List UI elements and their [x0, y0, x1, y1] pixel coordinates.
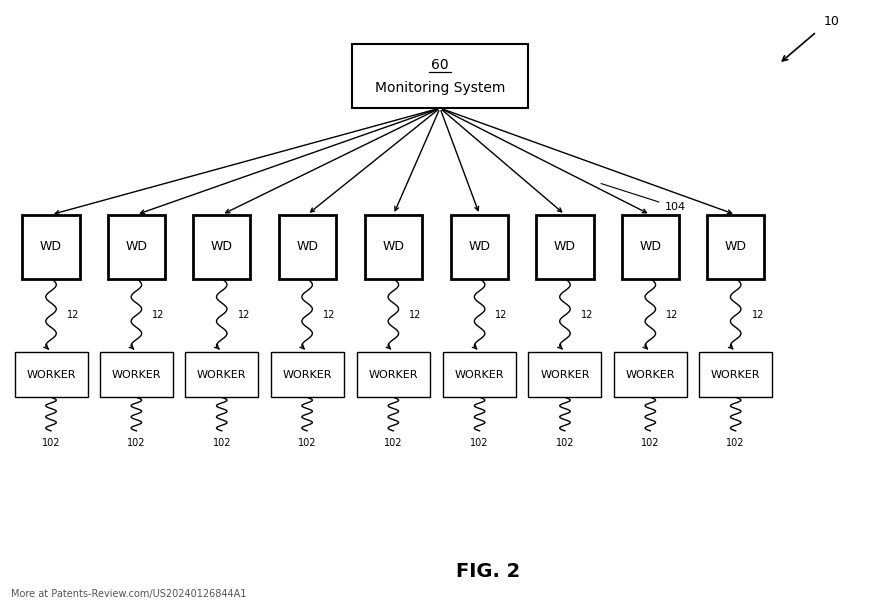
Text: FIG. 2: FIG. 2	[456, 561, 521, 581]
Bar	[23, 215, 80, 279]
Text: 12: 12	[238, 310, 250, 320]
Bar	[365, 215, 422, 279]
Text: 10: 10	[824, 15, 840, 28]
Text: WORKER: WORKER	[112, 370, 161, 379]
Text: WORKER: WORKER	[455, 370, 504, 379]
Bar	[537, 215, 594, 279]
Text: WD: WD	[40, 240, 62, 253]
Text: 12: 12	[666, 310, 678, 320]
Text: WD: WD	[725, 240, 746, 253]
Text: 102: 102	[297, 438, 317, 448]
Text: 60: 60	[431, 58, 449, 72]
Bar	[15, 352, 87, 397]
Bar	[444, 352, 517, 397]
Text: 12: 12	[323, 310, 335, 320]
Text: 102: 102	[212, 438, 231, 448]
Text: 102: 102	[726, 438, 745, 448]
Text: 102: 102	[41, 438, 61, 448]
Bar	[708, 215, 764, 279]
Bar	[108, 215, 165, 279]
Text: More at Patents-Review.com/US20240126844A1: More at Patents-Review.com/US20240126844…	[11, 589, 246, 599]
Text: WORKER: WORKER	[711, 370, 760, 379]
Bar	[528, 352, 602, 397]
Text: WD: WD	[639, 240, 662, 253]
Text: 12: 12	[152, 310, 165, 320]
Text: WORKER: WORKER	[282, 370, 332, 379]
Text: WORKER: WORKER	[26, 370, 76, 379]
Text: WD: WD	[554, 240, 576, 253]
Text: WORKER: WORKER	[369, 370, 418, 379]
Text: 102: 102	[470, 438, 489, 448]
Bar	[100, 352, 172, 397]
Bar	[700, 352, 773, 397]
Text: 12: 12	[67, 310, 79, 320]
Bar	[357, 352, 430, 397]
Text: 12: 12	[495, 310, 508, 320]
Bar	[185, 352, 259, 397]
Bar	[451, 215, 509, 279]
Text: WD: WD	[125, 240, 148, 253]
Bar	[622, 215, 679, 279]
Text: WD: WD	[383, 240, 405, 253]
Text: 102: 102	[384, 438, 403, 448]
Text: WORKER: WORKER	[197, 370, 246, 379]
Text: WORKER: WORKER	[626, 370, 675, 379]
Bar	[614, 352, 686, 397]
Bar	[194, 215, 250, 279]
Text: WORKER: WORKER	[540, 370, 590, 379]
Text: WD: WD	[296, 240, 319, 253]
Text: 12: 12	[409, 310, 422, 320]
Text: 102: 102	[555, 438, 575, 448]
Bar	[271, 352, 343, 397]
Text: Monitoring System: Monitoring System	[375, 80, 505, 94]
Text: 12: 12	[581, 310, 593, 320]
Text: 102: 102	[127, 438, 146, 448]
Text: 104: 104	[601, 183, 686, 212]
Bar	[352, 44, 528, 108]
Text: WD: WD	[469, 240, 491, 253]
Text: 12: 12	[752, 310, 764, 320]
Text: 102: 102	[641, 438, 660, 448]
Text: WD: WD	[211, 240, 232, 253]
Bar	[278, 215, 336, 279]
